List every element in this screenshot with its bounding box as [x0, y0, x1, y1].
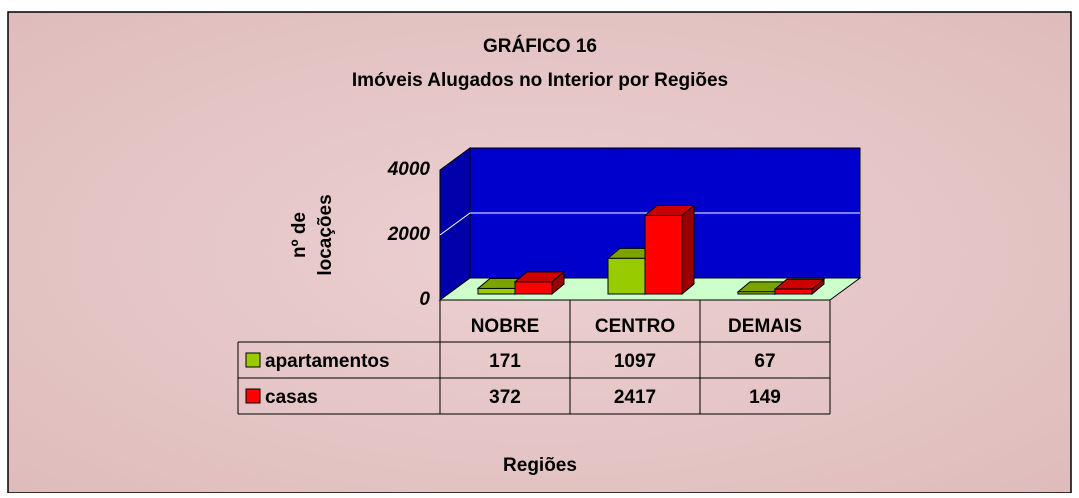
bar [607, 257, 646, 295]
legend-label: apartamentos [265, 351, 390, 372]
table-value: 372 [489, 387, 521, 408]
x-axis-label: Regiões [503, 455, 577, 476]
legend-swatch [245, 352, 261, 368]
bar [514, 281, 553, 295]
table-value: 67 [754, 351, 775, 372]
y-tick-label: 2000 [387, 224, 431, 245]
table-value: 149 [749, 387, 781, 408]
table-value: 2417 [614, 387, 656, 408]
chart-subtitle: Imóveis Alugados no Interior por Regiões [352, 70, 728, 91]
table-value: 1097 [614, 351, 656, 372]
y-axis-label: nº de [289, 212, 310, 258]
y-tick-label: 0 [419, 289, 430, 310]
x-tick-label: CENTRO [595, 316, 675, 337]
chart-title: GRÁFICO 16 [483, 35, 597, 57]
table-value: 171 [489, 351, 521, 372]
y-tick-label: 4000 [387, 159, 431, 180]
legend-swatch [245, 388, 261, 404]
legend-label: casas [265, 387, 318, 408]
y-axis-label: locações [315, 194, 336, 275]
bar-side [681, 204, 695, 296]
x-tick-label: DEMAIS [728, 316, 802, 337]
grid-line [439, 212, 860, 236]
bar [644, 214, 683, 295]
bar [737, 291, 776, 295]
x-tick-label: NOBRE [471, 316, 540, 337]
bar [477, 287, 516, 295]
bar [774, 288, 813, 295]
